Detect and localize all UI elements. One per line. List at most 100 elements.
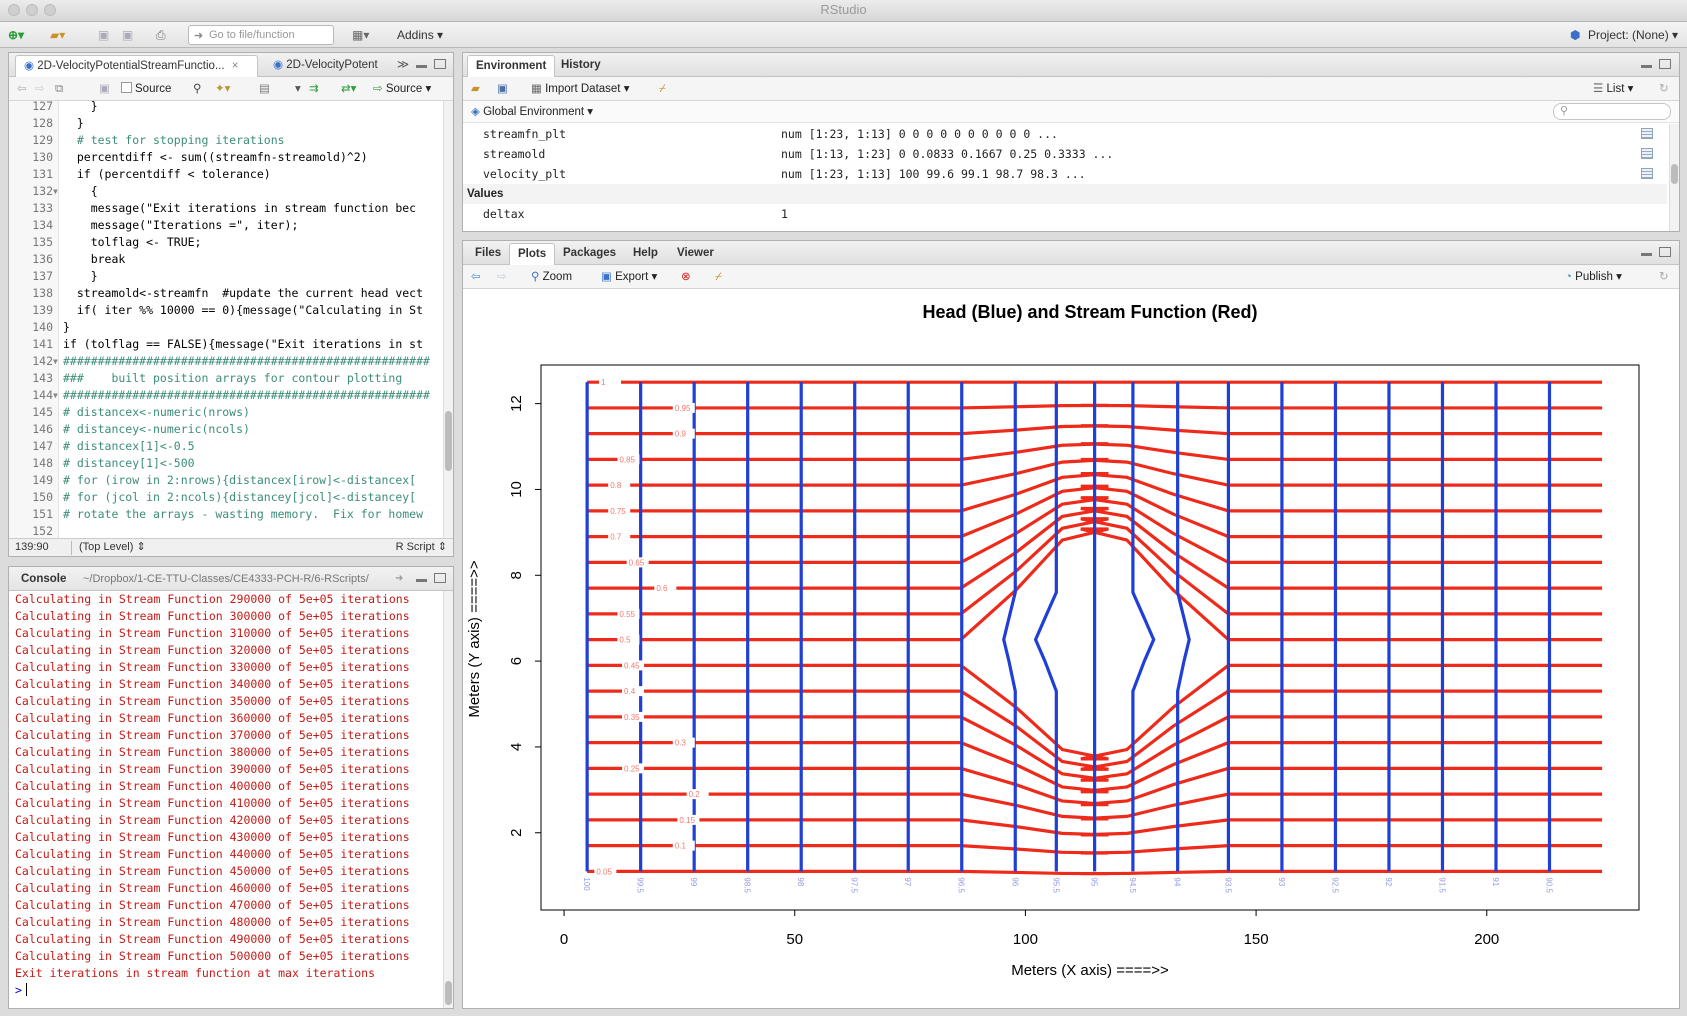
tab-viewer[interactable]: Viewer <box>677 247 714 259</box>
save-all-icon[interactable]: ▣ <box>122 28 134 42</box>
env-row[interactable]: streamfn_plt num [1:23, 1:13] 0 0 0 0 0 0… <box>463 124 1667 144</box>
rerun-icon[interactable]: ⇄▾ <box>341 83 357 95</box>
code-line[interactable]: 142 ▼ ####################################… <box>9 353 453 370</box>
addins-menu[interactable]: Addins ▾ <box>397 28 444 42</box>
previous-plot-icon[interactable]: ⇦ <box>471 271 481 283</box>
fold-toggle-icon[interactable]: ▼ <box>53 391 58 400</box>
print-icon[interactable]: ⎙ <box>156 28 166 42</box>
new-file-icon[interactable]: ⊕▾ <box>8 28 25 42</box>
forward-arrow-icon[interactable]: ⇨ <box>35 83 45 95</box>
fold-toggle-icon[interactable]: ▼ <box>53 357 58 366</box>
code-line[interactable]: 143 ### built position arrays for contour… <box>9 370 453 387</box>
scope-selector[interactable]: (Top Level) ⇕ <box>79 541 146 553</box>
editor-vscrollbar[interactable] <box>443 101 453 555</box>
console-output[interactable]: Calculating in Stream Function 290000 of… <box>15 591 439 1008</box>
code-line[interactable]: 135 tolflag <- TRUE; <box>9 234 453 251</box>
minimize-window-button[interactable] <box>26 4 38 16</box>
export-menu[interactable]: ▣ Export ▾ <box>601 271 658 283</box>
close-window-button[interactable] <box>8 4 20 16</box>
env-row[interactable]: deltax 1 <box>463 204 1667 224</box>
code-line[interactable]: 136 break <box>9 251 453 268</box>
console-path[interactable]: ~/Dropbox/1-CE-TTU-Classes/CE4333-PCH-R/… <box>83 573 369 585</box>
minimize-plots-icon[interactable] <box>1641 253 1652 256</box>
tab-environment[interactable]: Environment <box>467 55 556 77</box>
code-line[interactable]: 137 } <box>9 268 453 285</box>
load-workspace-icon[interactable]: ▰ <box>471 83 480 95</box>
env-row[interactable]: velocity_plt num [1:23, 1:13] 100 99.6 99… <box>463 164 1667 184</box>
broom-icon[interactable]: ⌿ <box>659 83 666 95</box>
source-button[interactable]: ⇨ Source ▾ <box>373 83 432 95</box>
show-in-window-icon[interactable]: ⧉ <box>55 83 64 95</box>
editor-tab-1[interactable]: ◉ 2D-VelocityPotentialStreamFunctio... × <box>15 55 258 77</box>
code-line[interactable]: 138 streamold<-streamfn #update the curr… <box>9 285 453 302</box>
magic-wand-icon[interactable]: ✦▾ <box>215 83 231 95</box>
zoom-button[interactable]: ⚲ Zoom <box>531 269 572 285</box>
remove-plot-icon[interactable]: ⊗ <box>681 271 691 283</box>
view-data-icon[interactable] <box>1641 148 1653 159</box>
code-line[interactable]: 139 if( iter %% 10000 == 0){message("Cal… <box>9 302 453 319</box>
minimize-console-icon[interactable] <box>416 579 427 582</box>
env-scroll-thumb[interactable] <box>1671 164 1678 184</box>
editor-tab-2[interactable]: ◉ 2D-VelocityPotent <box>265 55 386 77</box>
tab-plots[interactable]: Plots <box>509 243 556 265</box>
code-line[interactable]: 128 } <box>9 115 453 132</box>
tab-history[interactable]: History <box>561 59 601 71</box>
minimize-env-icon[interactable] <box>1641 65 1652 68</box>
code-line[interactable]: 141 if (tolflag == FALSE){message("Exit i… <box>9 336 453 353</box>
tab-help[interactable]: Help <box>633 247 658 259</box>
code-line[interactable]: 132 ▼ { <box>9 183 453 200</box>
console-vscrollbar[interactable] <box>443 591 453 1008</box>
save-file-icon[interactable]: ▣ <box>99 83 110 95</box>
maximize-env-icon[interactable] <box>1659 59 1671 69</box>
search-icon[interactable]: ⚲ <box>193 83 202 95</box>
code-line[interactable]: 144 ▼ ####################################… <box>9 387 453 404</box>
code-editor[interactable]: 127 } 128 } 129 # test for stopping iterat… <box>9 101 453 555</box>
publish-menu[interactable]: ◔ Publish ▾ <box>1565 271 1622 283</box>
view-data-icon[interactable] <box>1641 168 1653 179</box>
grid-layout-icon[interactable]: ▦▾ <box>352 28 370 42</box>
env-vscrollbar[interactable] <box>1669 124 1679 231</box>
tab-files[interactable]: Files <box>475 247 502 259</box>
outline-icon[interactable]: ▤ <box>259 83 270 95</box>
console-prompt[interactable]: > <box>15 982 439 999</box>
console-scroll-thumb[interactable] <box>445 981 452 1005</box>
code-line[interactable]: 140} <box>9 319 453 336</box>
filetype-selector[interactable]: R Script ⇕ <box>395 541 447 553</box>
more-tabs-icon[interactable]: ≫ <box>397 59 410 71</box>
next-plot-icon[interactable]: ⇨ <box>497 271 507 283</box>
editor-scroll-thumb[interactable] <box>445 411 452 471</box>
maximize-plots-icon[interactable] <box>1659 247 1671 257</box>
code-line[interactable]: 146 # distancey<-numeric(ncols) <box>9 421 453 438</box>
view-mode-menu[interactable]: ☰ List ▾ <box>1593 83 1634 95</box>
scope-menu[interactable]: ◈ Global Environment ▾ <box>471 106 594 118</box>
code-line[interactable]: 151 # rotate the arrays - wasting memory.… <box>9 506 453 523</box>
code-line[interactable]: 152 <box>9 523 453 540</box>
env-search-input[interactable]: ⚲ <box>1553 103 1671 120</box>
save-workspace-icon[interactable]: ▣ <box>497 83 508 95</box>
code-line[interactable]: 130 percentdiff <- sum((streamfn-streamo… <box>9 149 453 166</box>
code-line[interactable]: 131 if (percentdiff < tolerance) <box>9 166 453 183</box>
back-arrow-icon[interactable]: ⇦ <box>17 83 27 95</box>
env-row[interactable]: streamold num [1:13, 1:23] 0 0.0833 0.166… <box>463 144 1667 164</box>
project-menu[interactable]: Project: (None) ▾ <box>1588 28 1679 42</box>
fold-toggle-icon[interactable]: ▼ <box>53 187 58 196</box>
maximize-pane-icon[interactable] <box>434 59 446 69</box>
open-file-icon[interactable]: ▰▾ <box>50 28 66 42</box>
refresh-env-icon[interactable]: ↻ <box>1659 83 1669 95</box>
minimize-pane-icon[interactable] <box>416 65 427 68</box>
zoom-window-button[interactable] <box>44 4 56 16</box>
source-on-save-checkbox[interactable]: Source <box>121 81 171 97</box>
import-dataset-button[interactable]: ▦ Import Dataset ▾ <box>531 83 630 95</box>
goto-file-input[interactable]: Go to file/function <box>188 25 334 45</box>
code-line[interactable]: 149 # for (irow in 2:nrows){distancex[iro… <box>9 472 453 489</box>
code-line[interactable]: 147 # distancex[1]<-0.5 <box>9 438 453 455</box>
view-data-icon[interactable] <box>1641 128 1653 139</box>
code-line[interactable]: 148 # distancey[1]<-500 <box>9 455 453 472</box>
save-icon[interactable]: ▣ <box>98 28 110 42</box>
tab-packages[interactable]: Packages <box>563 247 617 259</box>
code-line[interactable]: 145 # distancex<-numeric(nrows) <box>9 404 453 421</box>
maximize-console-icon[interactable] <box>434 573 446 583</box>
code-line[interactable]: 133 message("Exit iterations in stream f… <box>9 200 453 217</box>
dropdown-icon[interactable]: ▾ <box>295 83 301 95</box>
close-tab-icon[interactable]: × <box>231 60 239 72</box>
